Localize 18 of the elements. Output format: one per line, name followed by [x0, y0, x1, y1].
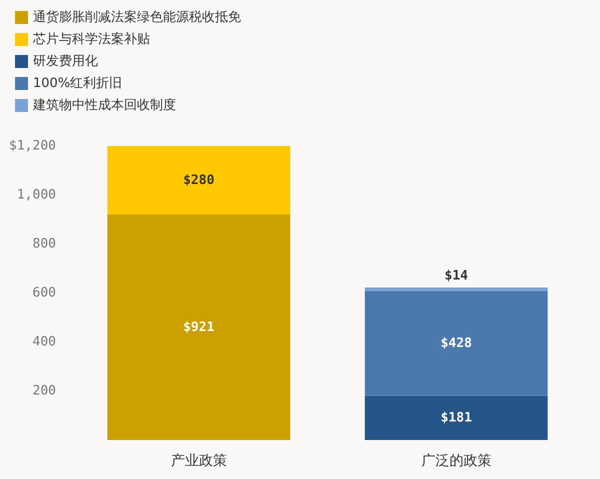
y-tick-label: 200 [32, 384, 56, 399]
legend-label: 建筑物中性成本回收制度 [32, 97, 176, 113]
data-label: $428 [440, 336, 472, 351]
y-tick-label: 1,000 [16, 188, 56, 203]
legend-label: 芯片与科学法案补贴 [32, 31, 150, 47]
legend-label: 通货膨胀削减法案绿色能源税收抵免 [33, 9, 241, 25]
y-tick-label: $1,200 [9, 138, 56, 154]
x-tick-label: 广泛的政策 [421, 453, 492, 469]
legend-label: 研发费用化 [33, 54, 98, 69]
data-label: $921 [183, 320, 215, 335]
data-label: $280 [183, 172, 215, 188]
x-tick-label: 产业政策 [170, 453, 227, 469]
legend-label: 100%红利折旧 [33, 76, 122, 91]
data-label: $181 [440, 410, 472, 426]
y-tick-label: 800 [32, 236, 56, 252]
y-tick-label: 600 [32, 286, 56, 301]
data-label: $14 [444, 268, 468, 284]
y-tick-label: 400 [32, 334, 56, 350]
